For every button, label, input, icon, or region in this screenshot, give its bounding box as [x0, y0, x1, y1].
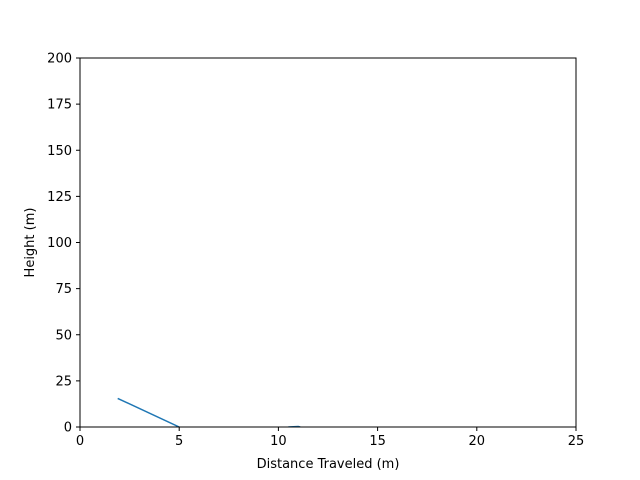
- x-axis-label: Distance Traveled (m): [257, 457, 400, 472]
- y-axis-label: Height (m): [23, 208, 38, 278]
- y-tick-label: 125: [47, 190, 72, 205]
- series-layer: [117, 397, 301, 427]
- series-line-segment: [117, 397, 180, 427]
- y-tick-label: 175: [47, 98, 72, 113]
- y-axis: 0 25 50 75 100 125 150 175 200: [47, 52, 80, 436]
- axes-frame: [79, 57, 577, 428]
- y-tick-label: 50: [55, 328, 72, 343]
- x-tick-label: 5: [175, 434, 183, 449]
- y-tick-label: 25: [55, 374, 72, 389]
- x-axis: 0 5 10 15 20 25: [76, 427, 584, 449]
- x-tick-label: 10: [270, 434, 287, 449]
- y-tick-label: 0: [64, 421, 72, 436]
- y-tick-label: 100: [47, 236, 72, 251]
- x-tick-label: 20: [469, 434, 486, 449]
- y-tick-label: 150: [47, 144, 72, 159]
- x-tick-label: 15: [369, 434, 386, 449]
- y-tick-label: 200: [47, 52, 72, 67]
- x-tick-label: 25: [568, 434, 585, 449]
- y-tick-label: 75: [55, 282, 72, 297]
- x-tick-label: 0: [76, 434, 84, 449]
